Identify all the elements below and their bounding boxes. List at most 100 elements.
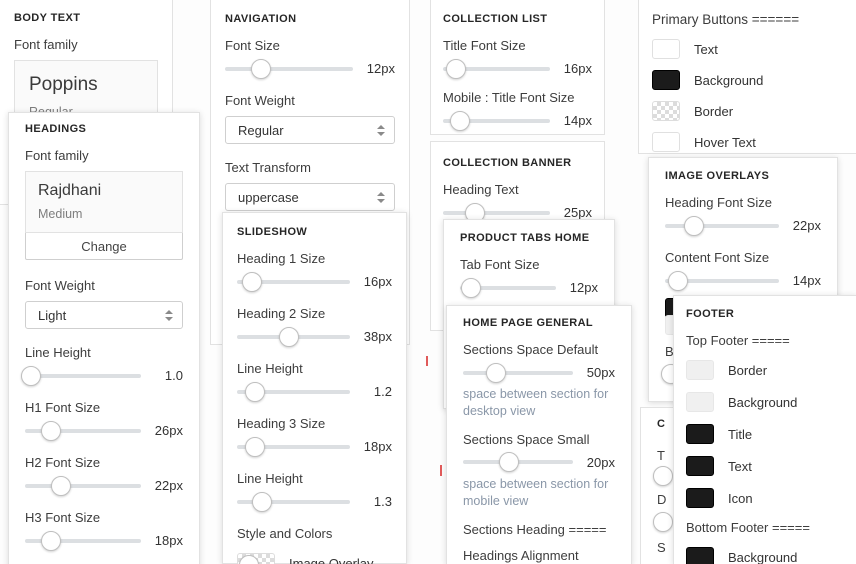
sections-space-small-slider[interactable] (463, 452, 573, 473)
panel-primary-buttons: Primary Buttons ====== Text Background B… (638, 0, 856, 154)
select-value: uppercase (238, 189, 299, 205)
slider-knob[interactable] (499, 452, 520, 473)
slider-knob[interactable] (450, 110, 471, 131)
top-footer-label: Top Footer ===== (686, 333, 790, 348)
heading-font-size-slider[interactable] (665, 215, 779, 236)
slider-knob[interactable] (245, 436, 266, 457)
slider-knob[interactable] (245, 381, 266, 402)
change-font-button[interactable]: Change (25, 233, 183, 260)
slider-knob[interactable] (653, 512, 673, 532)
panel-home-page-general: HOME PAGE GENERAL Sections Space Default… (446, 305, 632, 564)
panel-title: PRODUCT TABS HOME (460, 232, 590, 244)
slider-value: 22px (792, 218, 821, 233)
font-name: Rajdhani (38, 182, 102, 199)
slider-knob[interactable] (683, 215, 704, 236)
slider-knob[interactable] (445, 58, 466, 79)
swatch-label: Border (694, 103, 734, 119)
help-text: space between section for desktop view (463, 387, 609, 418)
slider-knob[interactable] (667, 270, 688, 291)
h1-size-label: H1 Font Size (25, 400, 101, 415)
mobile-title-font-size-slider[interactable] (443, 110, 550, 131)
swatch-label: Text (694, 41, 718, 57)
content-font-size-slider[interactable] (665, 270, 779, 291)
slider-knob[interactable] (20, 365, 41, 386)
font-weight-select[interactable]: Light (25, 301, 183, 329)
slider-knob[interactable] (460, 277, 481, 298)
slider-value: 22px (154, 478, 183, 493)
border-color-swatch[interactable] (686, 360, 714, 380)
line-height-slider[interactable] (237, 491, 350, 512)
font-weight-label: Font Weight (225, 93, 295, 108)
panel-collection-list: COLLECTION LIST Title Font Size 16px Mob… (430, 0, 605, 135)
stepper-icon (377, 124, 385, 136)
sections-space-small-label: Sections Space Small (463, 431, 590, 447)
slider-knob[interactable] (40, 420, 61, 441)
heading2-size-slider[interactable] (237, 326, 350, 347)
font-variant: Medium (38, 207, 83, 221)
hover-text-color-swatch[interactable] (652, 132, 680, 152)
icon-color-swatch[interactable] (686, 488, 714, 508)
h3-size-slider[interactable] (25, 530, 141, 551)
slider-knob[interactable] (278, 326, 299, 347)
title-font-size-slider[interactable] (443, 58, 550, 79)
slider-knob[interactable] (50, 475, 71, 496)
slider-knob[interactable] (40, 530, 61, 551)
heading3-size-label: Heading 3 Size (237, 416, 326, 431)
tab-font-size-slider[interactable] (460, 277, 556, 298)
h3-size-label: H3 Font Size (25, 510, 101, 525)
heading-text-label: Heading Text (443, 182, 519, 197)
font-preview-box[interactable]: Rajdhani Medium (25, 171, 183, 233)
heading3-size-slider[interactable] (237, 436, 350, 457)
panel-title: FOOTER (686, 308, 735, 320)
panel-title: COLLECTION BANNER (443, 157, 572, 169)
heading-text-slider[interactable] (443, 202, 550, 223)
panel-title: HEADINGS (25, 123, 87, 135)
headings-alignment-label: Headings Alignment (463, 547, 579, 563)
swatch-label: Border (728, 362, 768, 378)
stepper-icon (165, 309, 173, 321)
clipped-label-fragment: B (665, 344, 674, 359)
font-weight-select[interactable]: Regular (225, 116, 395, 144)
background-color-swatch[interactable] (686, 547, 714, 564)
font-name: Poppins (29, 74, 98, 95)
background-color-swatch[interactable] (686, 392, 714, 412)
border-color-swatch[interactable] (652, 101, 680, 121)
slider-value: 12px (569, 280, 598, 295)
h1-size-slider[interactable] (25, 420, 141, 441)
swatch-label: Background (694, 72, 764, 88)
line-height-slider[interactable] (20, 365, 141, 386)
slider-value: 18px (363, 439, 392, 454)
h2-size-slider[interactable] (25, 475, 141, 496)
panel-title: HOME PAGE GENERAL (463, 317, 594, 329)
bottom-footer-label: Bottom Footer ===== (686, 520, 810, 535)
clipped-label-fragment: D (657, 492, 667, 507)
slider-knob[interactable] (653, 466, 673, 486)
sections-space-default-slider[interactable] (463, 362, 573, 383)
panel-slideshow: SLIDESHOW Heading 1 Size 16px Heading 2 … (222, 212, 407, 564)
text-transform-select[interactable]: uppercase (225, 183, 395, 211)
text-color-swatch[interactable] (652, 39, 680, 59)
line-height-label: Line Height (237, 471, 303, 486)
slider-knob[interactable] (486, 362, 506, 383)
heading1-size-slider[interactable] (237, 271, 350, 292)
line-height-label: Line Height (25, 345, 91, 360)
slider-value: 1.2 (373, 384, 392, 399)
text-transform-label: Text Transform (225, 160, 311, 175)
slider-knob[interactable] (250, 58, 271, 79)
panel-headings: HEADINGS Font family Rajdhani Medium Cha… (8, 112, 200, 564)
slider-knob[interactable] (241, 271, 262, 292)
title-color-swatch[interactable] (686, 424, 714, 444)
line-height-slider[interactable] (237, 381, 350, 402)
tab-font-size-label: Tab Font Size (460, 257, 540, 272)
slider-value: 38px (363, 329, 392, 344)
background-color-swatch[interactable] (652, 70, 680, 90)
line-height-label: Line Height (237, 361, 303, 376)
font-family-label: Font family (25, 148, 89, 163)
font-size-slider[interactable] (225, 58, 353, 79)
panel-footer: FOOTER Top Footer ===== Border Backgroun… (673, 295, 856, 564)
text-color-swatch[interactable] (686, 456, 714, 476)
swatch-label: Title (728, 426, 753, 442)
slider-knob[interactable] (251, 491, 272, 512)
red-artifact (440, 465, 442, 476)
